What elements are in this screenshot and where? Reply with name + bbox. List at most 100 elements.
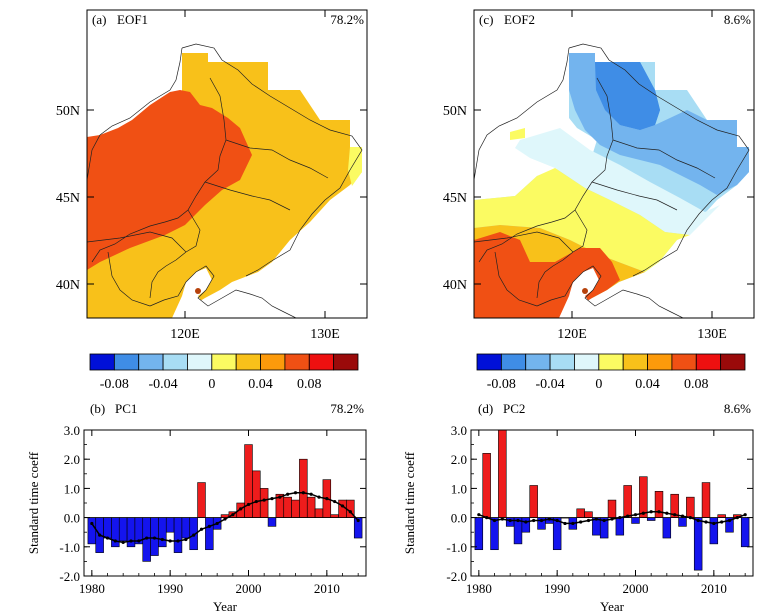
pc2-bar-2002	[646, 517, 656, 521]
pc1-line-point-2008	[309, 492, 313, 496]
pc2-bar-1990	[552, 517, 562, 551]
pc2-bar-1983	[498, 429, 507, 518]
pc2-bar-1980	[474, 517, 484, 551]
pc2-bar-1993	[576, 508, 585, 518]
eof1-lon-120e: 120E	[170, 327, 200, 342]
pc1-line-point-1984	[121, 540, 125, 545]
pc1-bar-2003	[267, 517, 277, 527]
colorbar-eof1-label-2: 0	[208, 377, 215, 392]
pc1-bar-1991	[173, 517, 183, 553]
colorbar-eof1-swatch-9	[308, 353, 335, 371]
pc2-line-point-1987	[532, 518, 536, 523]
eof2-region-pos02b	[510, 128, 525, 140]
pc2-bar-1987	[529, 485, 538, 518]
pc2-xtick-label-1: 1990	[544, 581, 570, 596]
pc2-bar-2010	[709, 517, 719, 545]
eof1-lat-50n: 50N	[56, 104, 80, 119]
pc2-line-point-2009	[704, 520, 708, 524]
eof2-lat-50n: 50N	[443, 104, 467, 119]
eof2-lat-40n: 40N	[443, 278, 467, 293]
pc1-bar-1995	[205, 517, 214, 551]
pc1-line-point-1989	[160, 537, 164, 542]
eof2-region-pos02	[474, 168, 690, 272]
eof2-ticks	[474, 10, 754, 318]
pc2-y-axis-label: Standard time coeff	[402, 451, 417, 554]
pc2-ytick-label-1: 2.0	[451, 452, 467, 467]
pc1-xtick-label-1: 1990	[157, 581, 183, 596]
pc2-line-point-1983	[500, 517, 504, 521]
pc2-line-point-1996	[602, 518, 606, 523]
pc1-line-point-1998	[231, 513, 235, 517]
pc1-title: PC1	[115, 401, 137, 416]
pc1-bar-2007	[299, 458, 308, 518]
pc2-ytick-label-2: 1.0	[451, 481, 467, 496]
colorbar-eof2-label-1: -0.04	[536, 377, 565, 392]
colorbar-eof2-swatch-5	[598, 353, 624, 371]
pc2-line-point-2011	[720, 520, 724, 524]
eof1-coast	[149, 265, 297, 318]
eof1-borders	[87, 43, 363, 307]
pc2-line-point-2010	[712, 521, 716, 526]
pc1-line-point-1986	[137, 539, 141, 543]
eof1-region-060	[87, 90, 252, 270]
pc1-bar-1992	[181, 517, 191, 539]
eof1-ticks	[87, 10, 367, 318]
eof1-shading	[87, 43, 363, 318]
pc2-bar-2011	[717, 514, 726, 518]
pc1-line-point-2001	[254, 499, 258, 504]
pc1-line-point-2000	[246, 502, 251, 507]
colorbar-eof1-swatch-4	[187, 353, 213, 371]
colorbar-eof2-swatch-3	[549, 353, 575, 371]
pc1-ytick-label-3: 0.0	[64, 511, 80, 526]
pc1-ytick-label-5: -2.0	[59, 569, 80, 584]
eof1-marker	[195, 288, 201, 294]
eof2-region-neg05	[569, 53, 749, 195]
pc1-line-point-2009	[317, 495, 321, 499]
colorbar-eof1-swatch-8	[284, 353, 310, 371]
pc2-bar-2009	[701, 482, 711, 518]
pc1-line-point-1985	[129, 539, 133, 543]
pc2-xtick-label-2: 2000	[623, 581, 649, 596]
pc1-line-point-1990	[168, 539, 172, 543]
pc1-bar-2011	[330, 514, 339, 518]
eof1-panel-label: (a)	[92, 12, 106, 27]
colorbar-eof1-swatch-7	[260, 353, 286, 371]
eof2-region-neg01	[515, 128, 720, 235]
pc2-line-point-1999	[626, 514, 630, 518]
colorbar-eof1-swatch-1	[113, 353, 140, 371]
pc2-bar-1986	[521, 517, 531, 533]
pc2-bar-2007	[686, 496, 695, 518]
eof2-borders	[474, 43, 750, 307]
eof2-shading	[474, 43, 750, 318]
pc2-bar-1981	[482, 453, 491, 518]
eof1-percent: 78.2%	[330, 12, 364, 27]
pc2-line-point-1982	[492, 518, 497, 523]
pc2-title: PC2	[503, 401, 525, 416]
pc1-bar-1982	[103, 517, 112, 539]
colorbar-eof1-swatch-3	[162, 353, 188, 371]
colorbar-eof2-swatch-10	[720, 353, 746, 371]
eof1-lon-130e: 130E	[310, 327, 340, 342]
colorbar-eof2-label-4: 0.08	[684, 377, 709, 392]
colorbar-eof1-swatch-6	[235, 353, 261, 371]
pc1-bar-2008	[306, 496, 316, 518]
colorbar-eof2-swatch-4	[574, 353, 600, 371]
pc1-bar-2006	[291, 499, 300, 518]
pc1-line-point-1982	[105, 536, 110, 540]
pc1-line-point-1987	[145, 536, 149, 540]
pc2-line-point-2003	[657, 510, 661, 514]
pc2-line-point-1994	[586, 518, 591, 523]
pc1-line-point-1983	[113, 539, 117, 543]
eof2-title: EOF2	[504, 12, 535, 27]
pc1-bar-1990	[165, 517, 175, 533]
pc2-bar-2008	[693, 517, 703, 571]
eof1-lat-45n: 45N	[56, 191, 80, 206]
pc1-bar-1989	[158, 517, 167, 548]
colorbar-eof1-label-3: 0.04	[248, 377, 273, 392]
pc1-bar-1994	[197, 482, 206, 518]
pc2-line-point-1990	[555, 518, 559, 523]
pc1-line-point-2007	[301, 491, 305, 495]
